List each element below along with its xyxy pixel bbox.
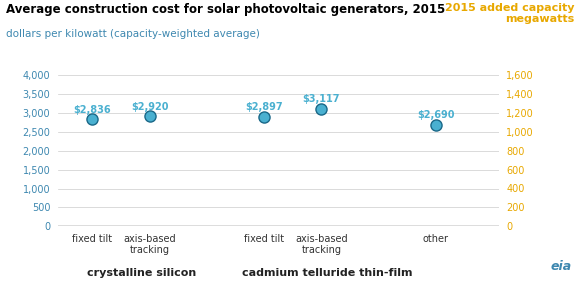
Text: $2,690: $2,690 — [417, 110, 455, 120]
Text: eia: eia — [550, 260, 571, 273]
Text: 2015 added capacity
megawatts: 2015 added capacity megawatts — [445, 3, 574, 24]
Text: $2,897: $2,897 — [245, 102, 283, 113]
Bar — [72, 137, 113, 226]
Bar — [415, 222, 456, 226]
Text: cadmium telluride thin-film: cadmium telluride thin-film — [242, 269, 413, 278]
Text: dollars per kilowatt (capacity-weighted average): dollars per kilowatt (capacity-weighted … — [6, 29, 260, 39]
Text: crystalline silicon: crystalline silicon — [88, 269, 197, 278]
Text: $3,117: $3,117 — [303, 94, 340, 104]
Text: Average construction cost for solar photovoltaic generators, 2015: Average construction cost for solar phot… — [6, 3, 445, 16]
Bar — [129, 115, 170, 226]
Text: $2,836: $2,836 — [74, 105, 111, 115]
Text: $2,920: $2,920 — [131, 102, 168, 112]
Bar — [244, 203, 285, 226]
Bar — [300, 177, 342, 226]
